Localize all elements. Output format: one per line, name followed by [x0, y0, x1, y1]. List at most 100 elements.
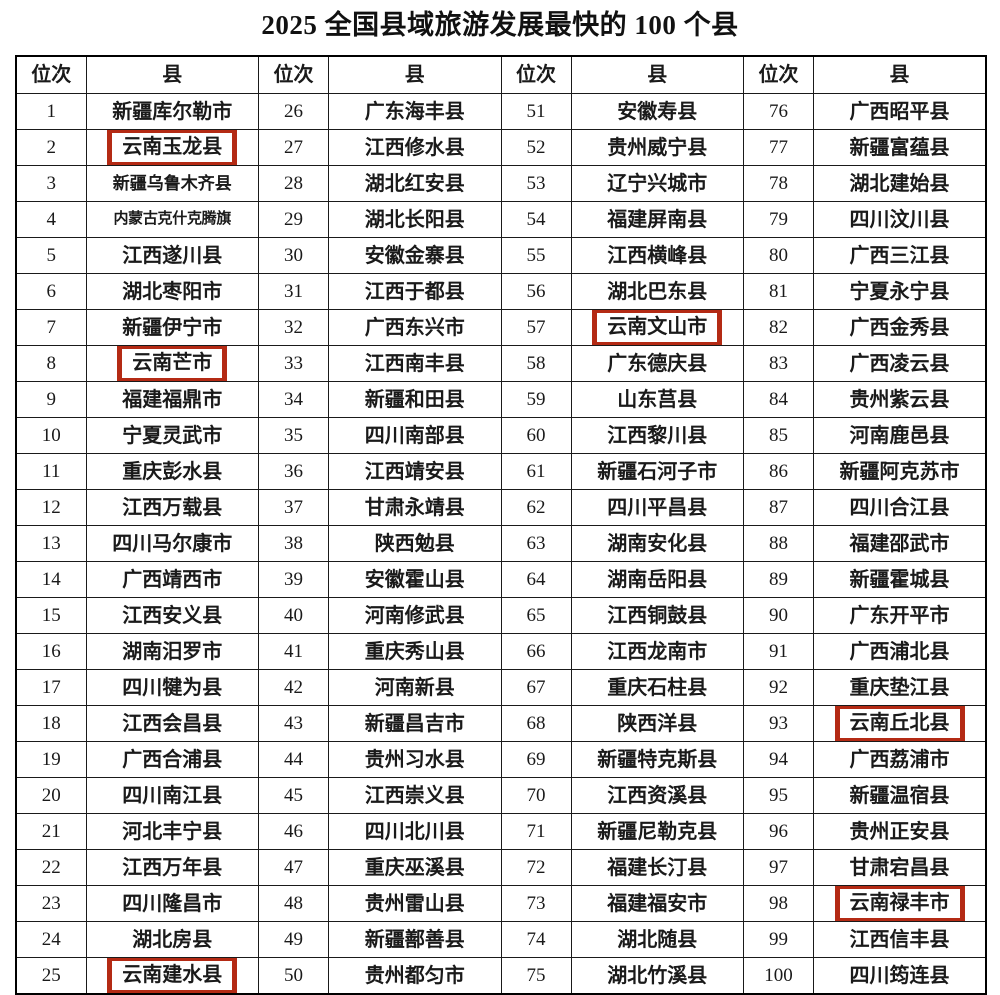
county-label: 河北丰宁县 [122, 820, 223, 843]
rank-cell: 18 [15, 705, 87, 742]
table-row: 14 广西靖西市 39 安徽霍山县 64 湖南岳阳县 89 新疆霍城县 [15, 561, 987, 598]
county-cell-highlighted: 云南丘北县 [813, 705, 987, 742]
rank-cell: 83 [743, 345, 814, 382]
table-row: 19 广西合浦县 44 贵州习水县 69 新疆特克斯县 94 广西荔浦市 [15, 741, 987, 778]
county-cell: 湖北巴东县 [570, 273, 744, 310]
rank-cell: 58 [500, 345, 572, 382]
county-label: 新疆富蕴县 [849, 136, 950, 159]
county-label: 广西东兴市 [364, 316, 465, 339]
rank-cell: 80 [743, 237, 814, 274]
county-label: 四川筠连县 [849, 964, 950, 987]
county-label: 辽宁兴城市 [607, 172, 708, 195]
county-label: 江西资溪县 [607, 784, 708, 807]
county-label: 广西昭平县 [849, 100, 950, 123]
rank-cell: 4 [15, 201, 87, 238]
county-label: 重庆彭水县 [122, 460, 223, 483]
county-label: 福建长汀县 [607, 856, 708, 879]
column-header-rank-2: 位次 [258, 55, 329, 94]
rank-cell: 94 [743, 741, 814, 778]
county-label: 四川马尔康市 [112, 532, 233, 555]
ranking-table: 位次 县 位次 县 位次 县 位次 县 1 新疆库尔勒市 26 广东海丰县 51 安徽寿县… [15, 55, 987, 995]
county-cell: 新疆霍城县 [813, 561, 987, 598]
rank-cell: 72 [500, 849, 572, 886]
rank-cell: 91 [743, 633, 814, 670]
column-header-rank-1: 位次 [15, 55, 87, 94]
county-label: 江西安义县 [122, 604, 223, 627]
county-cell: 陕西勉县 [328, 525, 502, 562]
rank-cell: 73 [500, 885, 572, 922]
table-row: 9 福建福鼎市 34 新疆和田县 59 山东莒县 84 贵州紫云县 [15, 381, 987, 418]
county-label: 甘肃永靖县 [364, 496, 465, 519]
county-label: 江西万载县 [122, 496, 223, 519]
county-label: 江西龙南市 [607, 640, 708, 663]
county-label: 湖北竹溪县 [607, 964, 708, 987]
table-row: 8 云南芒市 33 江西南丰县 58 广东德庆县 83 广西凌云县 [15, 345, 987, 382]
rank-cell: 65 [500, 597, 572, 634]
county-cell: 湖南岳阳县 [570, 561, 744, 598]
county-cell: 新疆石河子市 [570, 453, 744, 490]
table-row: 16 湖南汨罗市 41 重庆秀山县 66 江西龙南市 91 广西浦北县 [15, 633, 987, 670]
county-label: 新疆阿克苏市 [839, 460, 960, 483]
county-cell: 湖北红安县 [328, 165, 502, 202]
rank-cell: 55 [500, 237, 572, 274]
county-cell: 广西浦北县 [813, 633, 987, 670]
county-label: 重庆垫江县 [849, 676, 950, 699]
county-cell: 江西崇义县 [328, 777, 502, 814]
county-label: 新疆和田县 [364, 388, 465, 411]
rank-cell: 86 [743, 453, 814, 490]
county-cell: 安徽金寨县 [328, 237, 502, 274]
table-header: 位次 县 位次 县 位次 县 位次 县 [15, 55, 987, 94]
county-cell-highlighted: 云南建水县 [85, 957, 259, 995]
rank-cell: 38 [258, 525, 329, 562]
county-label: 四川北川县 [364, 820, 465, 843]
table-row: 20 四川南江县 45 江西崇义县 70 江西资溪县 95 新疆温宿县 [15, 777, 987, 814]
county-label: 新疆乌鲁木齐县 [112, 174, 232, 193]
rank-cell: 63 [500, 525, 572, 562]
rank-cell: 20 [15, 777, 87, 814]
county-label: 新疆特克斯县 [597, 748, 718, 771]
county-cell: 广东海丰县 [328, 93, 502, 130]
table-row: 15 江西安义县 40 河南修武县 65 江西铜鼓县 90 广东开平市 [15, 597, 987, 634]
county-label: 江西靖安县 [364, 460, 465, 483]
rank-cell: 69 [500, 741, 572, 778]
table-row: 1 新疆库尔勒市 26 广东海丰县 51 安徽寿县 76 广西昭平县 [15, 93, 987, 130]
rank-cell: 98 [743, 885, 814, 922]
county-label: 福建邵武市 [849, 532, 950, 555]
county-label: 湖北建始县 [849, 172, 950, 195]
county-cell: 福建屏南县 [570, 201, 744, 238]
county-label: 云南禄丰市 [839, 889, 960, 918]
county-cell: 四川隆昌市 [85, 885, 259, 922]
county-cell: 四川马尔康市 [85, 525, 259, 562]
rank-cell: 81 [743, 273, 814, 310]
county-label: 四川合江县 [849, 496, 950, 519]
county-cell: 新疆库尔勒市 [85, 93, 259, 130]
county-cell: 山东莒县 [570, 381, 744, 418]
page-title: 2025 全国县域旅游发展最快的 100 个县 [261, 10, 739, 40]
county-label: 新疆温宿县 [849, 784, 950, 807]
rank-cell: 7 [15, 309, 87, 346]
county-label: 重庆秀山县 [364, 640, 465, 663]
county-cell: 四川南部县 [328, 417, 502, 454]
county-cell: 安徽寿县 [570, 93, 744, 130]
rank-cell: 78 [743, 165, 814, 202]
county-label: 广西浦北县 [849, 640, 950, 663]
county-cell: 新疆温宿县 [813, 777, 987, 814]
rank-cell: 97 [743, 849, 814, 886]
county-cell: 江西南丰县 [328, 345, 502, 382]
county-cell: 贵州正安县 [813, 813, 987, 850]
table-row: 3 新疆乌鲁木齐县 28 湖北红安县 53 辽宁兴城市 78 湖北建始县 [15, 165, 987, 202]
table-row: 6 湖北枣阳市 31 江西于都县 56 湖北巴东县 81 宁夏永宁县 [15, 273, 987, 310]
county-cell: 江西于都县 [328, 273, 502, 310]
table-row: 5 江西遂川县 30 安徽金寨县 55 江西横峰县 80 广西三江县 [15, 237, 987, 274]
rank-cell: 89 [743, 561, 814, 598]
county-label: 新疆石河子市 [597, 460, 718, 483]
county-cell: 湖北枣阳市 [85, 273, 259, 310]
rank-cell: 43 [258, 705, 329, 742]
rank-cell: 75 [500, 957, 572, 995]
rank-cell: 33 [258, 345, 329, 382]
rank-cell: 56 [500, 273, 572, 310]
county-label: 甘肃宕昌县 [849, 856, 950, 879]
rank-cell: 28 [258, 165, 329, 202]
county-label: 福建福鼎市 [122, 388, 223, 411]
county-label: 江西黎川县 [607, 424, 708, 447]
